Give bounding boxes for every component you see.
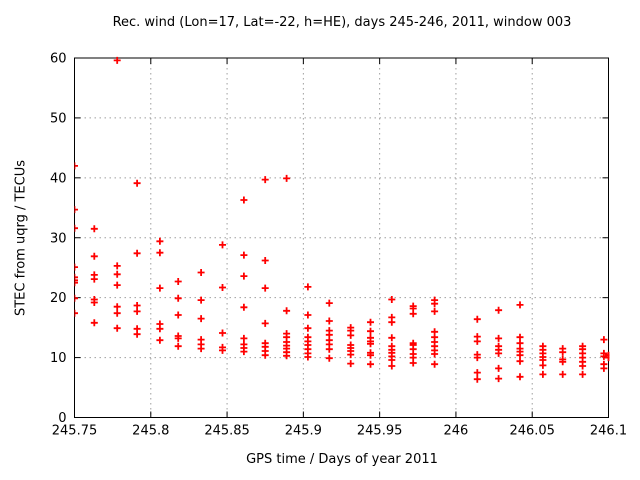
y-tick-label: 40: [50, 171, 67, 186]
y-tick-label: 50: [50, 111, 67, 126]
x-axis-label: GPS time / Days of year 2011: [246, 452, 438, 467]
y-tick-label: 60: [50, 52, 67, 67]
y-tick-label: 0: [58, 411, 66, 426]
y-tick-label: 30: [50, 231, 67, 246]
x-tick-label: 245.8: [132, 424, 169, 439]
x-tick-label: 246.05: [509, 424, 555, 439]
x-tick-label: 245.75: [52, 424, 98, 439]
plot-border: [74, 57, 609, 418]
plot-title: Rec. wind (Lon=17, Lat=-22, h=HE), days …: [112, 15, 572, 30]
x-tick-label: 245.95: [357, 424, 403, 439]
x-tick-label: 246: [444, 424, 469, 439]
x-tick-label: 245.85: [204, 424, 250, 439]
y-tick-label: 20: [50, 291, 67, 306]
data-points: [74, 56, 610, 383]
y-tick-label: 10: [50, 351, 67, 366]
x-tick-label: 246.1: [590, 424, 627, 439]
x-tick-label: 245.9: [285, 424, 322, 439]
